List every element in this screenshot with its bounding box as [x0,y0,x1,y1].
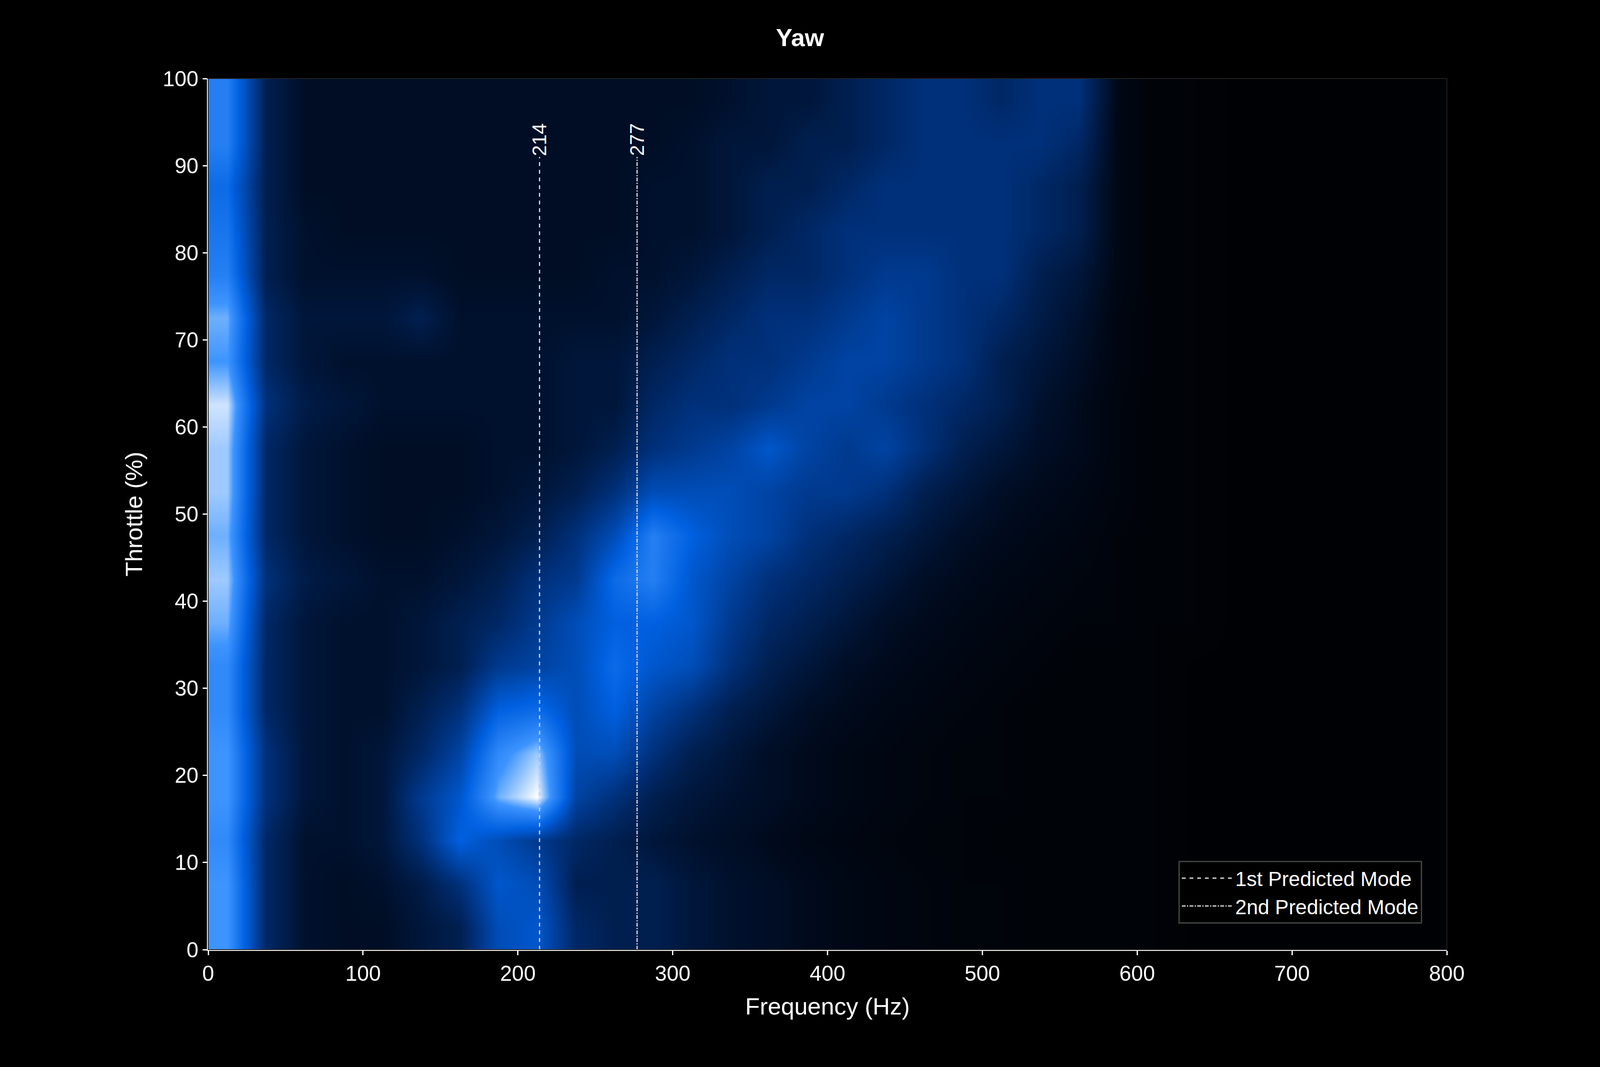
svg-text:500: 500 [964,961,1001,986]
svg-text:200: 200 [500,961,536,986]
svg-text:214: 214 [528,123,551,157]
svg-text:800: 800 [1428,961,1465,986]
svg-text:400: 400 [809,961,846,986]
svg-text:90: 90 [174,154,199,178]
svg-text:Throttle (%): Throttle (%) [120,451,148,577]
svg-text:0: 0 [186,937,199,962]
svg-text:10: 10 [174,850,199,875]
svg-text:40: 40 [174,589,199,614]
svg-text:80: 80 [174,241,199,265]
svg-text:277: 277 [625,123,649,157]
svg-text:Frequency (Hz): Frequency (Hz) [745,992,911,1020]
svg-text:300: 300 [654,961,691,986]
svg-text:70: 70 [174,328,199,352]
svg-text:30: 30 [174,676,199,701]
svg-text:600: 600 [1119,961,1155,986]
svg-text:1st Predicted Mode: 1st Predicted Mode [1235,867,1412,891]
svg-text:100: 100 [162,66,199,91]
svg-text:2nd Predicted Mode: 2nd Predicted Mode [1235,895,1419,919]
svg-text:0: 0 [202,961,215,986]
svg-text:60: 60 [174,415,199,440]
svg-text:700: 700 [1274,961,1310,986]
svg-text:20: 20 [174,763,199,788]
svg-text:Yaw: Yaw [776,23,825,52]
svg-text:100: 100 [345,961,381,986]
svg-text:50: 50 [174,502,199,527]
